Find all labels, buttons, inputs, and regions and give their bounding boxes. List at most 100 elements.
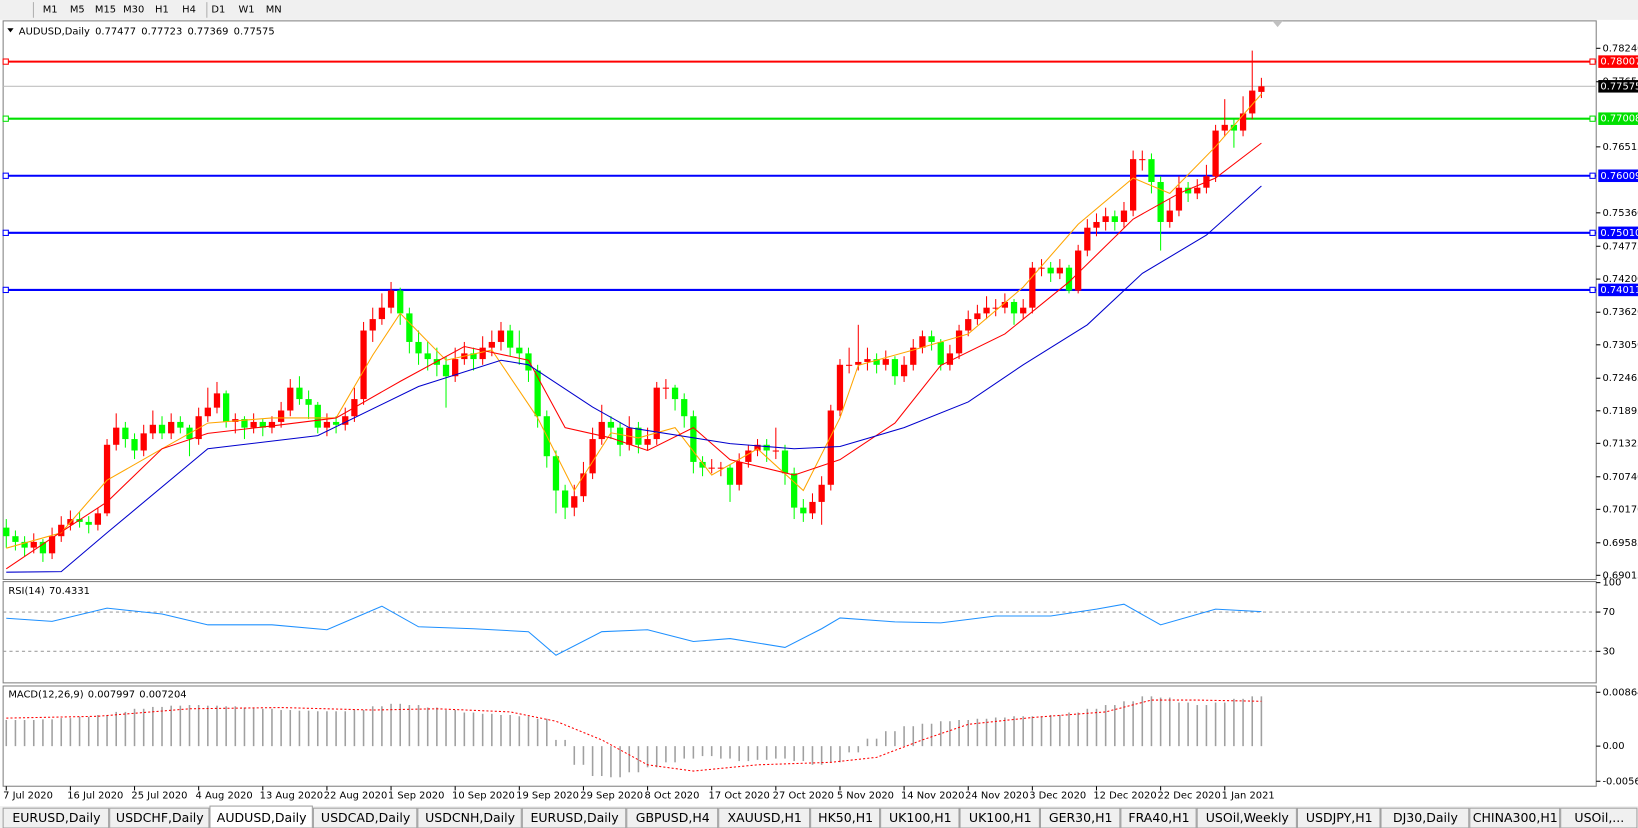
level-handle	[1589, 229, 1596, 236]
candle-body	[113, 427, 120, 445]
tab-label[interactable]: GER30,H1	[1049, 810, 1113, 825]
timeframe-button[interactable]: M5	[70, 4, 85, 15]
timeframe-button[interactable]: H1	[155, 4, 169, 15]
level-handle	[1589, 172, 1596, 179]
tab-label[interactable]: UK100,H1	[889, 810, 952, 825]
level-label-box	[1598, 283, 1638, 297]
timeframe-button[interactable]: H4	[182, 4, 196, 15]
candle-body	[974, 313, 981, 320]
candle-body	[1239, 113, 1247, 131]
candle-body	[94, 513, 102, 525]
candle-body	[1084, 227, 1091, 251]
candle-body	[1184, 187, 1192, 194]
macd-header: MACD(12,26,9) 0.007997 0.007204	[8, 689, 186, 700]
tab-label[interactable]: EURUSD,Daily	[530, 810, 619, 825]
timeframe-button[interactable]: M15	[95, 4, 116, 15]
level-label-box	[1598, 169, 1638, 183]
candle-body	[955, 330, 963, 354]
x-tick-label: 1 Sep 2020	[388, 791, 444, 802]
y-tick-label: 0.72465	[1602, 373, 1638, 384]
candle-body	[754, 444, 761, 451]
timeframe-button[interactable]: D1	[211, 4, 225, 15]
tab-label[interactable]: XAUUSD,H1	[727, 810, 801, 825]
tab-label[interactable]: CHINA300,H1	[1473, 810, 1558, 825]
tab-label[interactable]: USDCHF,Daily	[116, 810, 204, 825]
tab-label[interactable]: USOil,Weekly	[1206, 810, 1290, 825]
candle-body	[653, 387, 660, 440]
timeframe-button[interactable]: W1	[238, 4, 254, 15]
ohlc-value: 0.77723	[141, 26, 182, 37]
candle-body	[387, 290, 395, 308]
candle-body	[470, 353, 477, 360]
candle-body	[662, 387, 670, 389]
candle-body	[1212, 130, 1219, 177]
tab-label[interactable]: USDCAD,Daily	[321, 810, 411, 825]
y-tick-label: 0.00	[1602, 741, 1624, 752]
x-tick-label: 24 Nov 2020	[965, 791, 1028, 802]
main-panel	[2, 20, 1597, 581]
macd-panel	[2, 685, 1597, 787]
candle-body	[241, 419, 248, 428]
y-tick-label: 0.74775	[1602, 241, 1638, 252]
candle-body	[342, 416, 349, 425]
level-label-box	[1598, 55, 1638, 68]
candle-body	[919, 336, 926, 348]
timeframe-button[interactable]: M30	[123, 4, 144, 15]
tab-label[interactable]: HK50,H1	[818, 810, 873, 825]
y-tick-label: 0.69585	[1602, 538, 1638, 549]
y-tick-label: 0.71895	[1602, 406, 1638, 417]
candle-body	[717, 467, 725, 469]
candle-body	[497, 330, 505, 342]
candle-body	[534, 370, 541, 417]
level-handle	[2, 58, 9, 65]
shift-marker	[1272, 20, 1283, 28]
tab-label[interactable]: USOil,...	[1574, 810, 1624, 825]
tab-label[interactable]: AUDUSD,Daily	[217, 810, 307, 825]
candle-body	[525, 353, 532, 371]
y-tick-label: -0.005642	[1602, 776, 1638, 787]
candle-body	[378, 307, 386, 320]
indicator-value: 0.007204	[139, 689, 186, 700]
candle-body	[882, 359, 889, 365]
timeframe-button[interactable]: M1	[43, 4, 58, 15]
indicator-value: 0.007997	[88, 689, 135, 700]
x-tick-label: 7 Jul 2020	[3, 791, 53, 802]
tab-label[interactable]: EURUSD,Daily	[12, 810, 101, 825]
candle-body	[39, 541, 47, 554]
candle-body	[1038, 267, 1045, 269]
tab-label[interactable]: UK100,H1	[969, 810, 1032, 825]
x-tick-label: 10 Sep 2020	[452, 791, 515, 802]
candle-body	[149, 424, 156, 434]
price-label-box	[1598, 80, 1638, 93]
chart-header: AUDUSD,Daily 0.77477 0.77723 0.77369 0.77575	[19, 26, 275, 37]
y-tick-label: 70	[1602, 607, 1615, 618]
x-tick-label: 14 Nov 2020	[901, 791, 964, 802]
tab-label[interactable]: GBPUSD,H4	[636, 810, 710, 825]
candle-body	[48, 536, 56, 554]
x-tick-label: 29 Sep 2020	[580, 791, 643, 802]
candle-body	[223, 393, 230, 422]
y-tick-label: 0.76515	[1602, 142, 1638, 153]
level-handle	[1589, 115, 1596, 122]
candle-body	[561, 490, 569, 508]
candle-body	[1175, 187, 1183, 211]
timeframe-button[interactable]: MN	[266, 4, 282, 15]
candle-body	[415, 341, 422, 354]
candle-body	[1093, 221, 1100, 228]
ohlc-value: 0.77477	[95, 26, 136, 37]
candle-body	[1249, 90, 1256, 114]
candle-body	[571, 496, 578, 508]
tab-label[interactable]: USDCNH,Daily	[425, 810, 516, 825]
level-label: 0.76009	[1600, 171, 1638, 182]
candle-body	[12, 536, 19, 542]
tab-label[interactable]: FRA40,H1	[1128, 810, 1189, 825]
level-handle	[2, 115, 9, 122]
candle-body	[1020, 307, 1027, 314]
candle-body	[277, 410, 285, 422]
y-tick-label: 0.008647	[1602, 687, 1638, 698]
candle-body	[305, 399, 312, 405]
tab-label[interactable]: DJ30,Daily	[1393, 810, 1459, 825]
tab-label[interactable]: USDJPY,H1	[1306, 810, 1373, 825]
